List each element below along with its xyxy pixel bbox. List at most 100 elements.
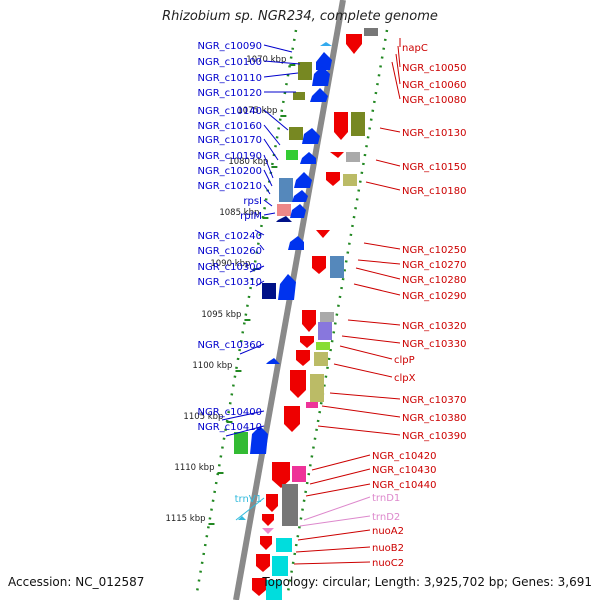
feature-block[interactable] xyxy=(292,466,306,482)
feature-block[interactable] xyxy=(364,28,378,36)
feature-block[interactable] xyxy=(262,283,276,299)
feature-arrow[interactable] xyxy=(260,536,272,550)
feature-block[interactable] xyxy=(318,322,332,340)
gene-label-left[interactable]: NGR_c10240 xyxy=(198,231,263,242)
gene-label-right[interactable]: nuoC2 xyxy=(372,558,404,569)
feature-block[interactable] xyxy=(272,556,288,576)
gene-label-right[interactable]: NGR_c10060 xyxy=(402,80,467,91)
feature-block[interactable] xyxy=(330,256,344,278)
feature-block[interactable] xyxy=(351,112,365,136)
feature-arrow[interactable] xyxy=(266,494,278,512)
feature-arrow[interactable] xyxy=(300,152,316,164)
gene-label-right[interactable]: NGR_c10380 xyxy=(402,413,467,424)
gene-label-right[interactable]: NGR_c10390 xyxy=(402,431,467,442)
gene-label-right[interactable]: NGR_c10280 xyxy=(402,275,467,286)
feature-block[interactable] xyxy=(310,374,324,402)
gene-label-left[interactable]: NGR_c10360 xyxy=(198,340,263,351)
feature-arrow[interactable] xyxy=(316,52,332,70)
feature-arrow[interactable] xyxy=(290,204,306,218)
gene-label-right[interactable]: NGR_c10320 xyxy=(402,321,467,332)
gene-label-left[interactable]: NGR_c10400 xyxy=(198,407,263,418)
gene-label-left[interactable]: NGR_c10260 xyxy=(198,246,263,257)
feature-block[interactable] xyxy=(282,484,298,526)
feature-arrow[interactable] xyxy=(326,172,340,186)
gene-label-right[interactable]: clpX xyxy=(394,373,416,384)
gene-label-left[interactable]: rpsI xyxy=(243,196,262,207)
feature-arrow[interactable] xyxy=(284,406,300,432)
gene-label-left[interactable]: trnV1 xyxy=(235,494,262,505)
feature-arrow[interactable] xyxy=(250,426,268,454)
feature-arrow[interactable] xyxy=(302,310,316,332)
feature-arrow[interactable] xyxy=(334,112,348,140)
gene-label-left[interactable]: NGR_c10160 xyxy=(198,121,263,132)
feature-arrow[interactable] xyxy=(300,336,314,348)
gene-label-left[interactable]: NGR_c10100 xyxy=(198,57,263,68)
gene-label-right[interactable]: NGR_c10370 xyxy=(402,395,467,406)
gene-label-right[interactable]: NGR_c10420 xyxy=(372,451,437,462)
feature-arrow[interactable] xyxy=(276,216,292,222)
gene-label-right[interactable]: NGR_c10270 xyxy=(402,260,467,271)
feature-arrow[interactable] xyxy=(330,152,344,158)
gene-label-left[interactable]: NGR_c10140 xyxy=(198,106,263,117)
gene-label-right[interactable]: trnD2 xyxy=(372,512,400,523)
feature-block[interactable] xyxy=(289,127,303,140)
gene-label-right[interactable]: NGR_c10430 xyxy=(372,465,437,476)
feature-arrow[interactable] xyxy=(252,578,266,596)
feature-arrow[interactable] xyxy=(302,128,320,144)
gene-label-right[interactable]: NGR_c10050 xyxy=(402,63,467,74)
feature-arrow[interactable] xyxy=(312,66,330,86)
gene-label-right[interactable]: NGR_c10130 xyxy=(402,128,467,139)
trna-arrow[interactable] xyxy=(262,528,274,534)
feature-arrow[interactable] xyxy=(294,172,312,188)
feature-arrow[interactable] xyxy=(266,358,280,364)
gene-label-left[interactable]: NGR_c10170 xyxy=(198,135,263,146)
gene-label-right[interactable]: nuoB2 xyxy=(372,543,404,554)
feature-block[interactable] xyxy=(279,178,293,202)
feature-block[interactable] xyxy=(234,432,248,454)
gene-label-left[interactable]: NGR_c10210 xyxy=(198,181,263,192)
gene-label-left[interactable]: NGR_c10300 xyxy=(198,262,263,273)
feature-block[interactable] xyxy=(293,92,305,100)
feature-block[interactable] xyxy=(266,580,282,600)
gene-label-left[interactable]: NGR_c10410 xyxy=(198,422,263,433)
feature-block[interactable] xyxy=(314,352,328,366)
gene-label-right[interactable]: NGR_c10290 xyxy=(402,291,467,302)
gene-label-right[interactable]: NGR_c10330 xyxy=(402,339,467,350)
trna-arrow[interactable] xyxy=(238,516,246,520)
gene-label-right[interactable]: trnD1 xyxy=(372,493,400,504)
feature-arrow[interactable] xyxy=(316,230,330,238)
gene-label-right[interactable]: clpP xyxy=(394,355,415,366)
feature-arrow[interactable] xyxy=(320,42,332,46)
feature-arrow[interactable] xyxy=(256,554,270,572)
gene-label-right[interactable]: NGR_c10440 xyxy=(372,480,437,491)
feature-block[interactable] xyxy=(343,174,357,186)
gene-label-right[interactable]: NGR_c10250 xyxy=(402,245,467,256)
feature-arrow[interactable] xyxy=(296,350,310,366)
feature-block[interactable] xyxy=(298,62,312,80)
gene-label-right[interactable]: NGR_c10080 xyxy=(402,95,467,106)
feature-arrow[interactable] xyxy=(312,256,326,274)
feature-block[interactable] xyxy=(286,150,298,160)
gene-label-right[interactable]: NGR_c10150 xyxy=(402,162,467,173)
feature-arrow[interactable] xyxy=(278,274,296,300)
feature-block[interactable] xyxy=(277,204,291,216)
feature-block[interactable] xyxy=(306,402,318,408)
gene-label-right[interactable]: nuoA2 xyxy=(372,526,404,537)
feature-arrow[interactable] xyxy=(346,34,362,54)
gene-label-left[interactable]: NGR_c10090 xyxy=(198,41,263,52)
feature-block[interactable] xyxy=(276,538,292,552)
gene-label-left[interactable]: NGR_c10200 xyxy=(198,166,263,177)
feature-arrow[interactable] xyxy=(292,190,308,202)
gene-label-left[interactable]: NGR_c10110 xyxy=(198,73,263,84)
gene-label-left[interactable]: NGR_c10120 xyxy=(198,88,263,99)
gene-label-left[interactable]: NGR_c10310 xyxy=(198,277,263,288)
gene-label-right[interactable]: napC xyxy=(402,43,428,54)
feature-arrow[interactable] xyxy=(262,514,274,526)
feature-arrow[interactable] xyxy=(288,236,304,250)
feature-block[interactable] xyxy=(320,312,334,322)
gene-label-left[interactable]: NGR_c10190 xyxy=(198,151,263,162)
gene-label-right[interactable]: NGR_c10180 xyxy=(402,186,467,197)
feature-block[interactable] xyxy=(346,152,360,162)
feature-arrow[interactable] xyxy=(290,370,306,398)
feature-arrow[interactable] xyxy=(272,462,290,488)
